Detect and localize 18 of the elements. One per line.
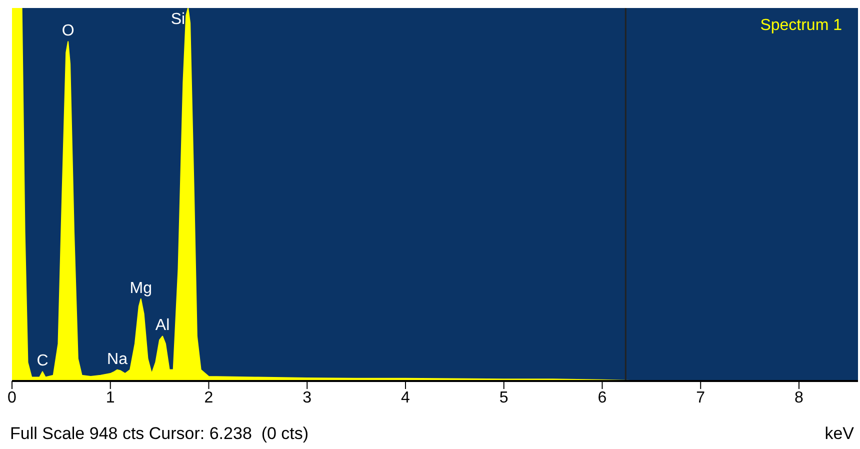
annotation: O — [62, 22, 74, 40]
x-tick-label: 4 — [401, 389, 410, 406]
x-tick-label: 7 — [696, 389, 706, 406]
x-tick-label: 2 — [204, 389, 214, 406]
text: Full Scale 948 cts Cursor: 6.238 (0 cts) — [10, 424, 309, 444]
annotation: Na — [107, 350, 128, 368]
x-tick-label: 0 — [8, 389, 17, 406]
annotation: Si — [170, 11, 186, 28]
x-axis-title: keV — [824, 424, 854, 444]
text: Spectrum 1 — [760, 17, 842, 34]
annotation: Mg — [130, 280, 152, 297]
x-tick-label: 1 — [106, 389, 115, 406]
x-tick-label: 6 — [598, 389, 607, 406]
x-tick-label: 8 — [794, 389, 804, 406]
annotation: C — [36, 352, 48, 370]
annotation: Al — [155, 317, 170, 334]
x-tick-label: 3 — [302, 389, 312, 406]
x-tick-label: 5 — [499, 389, 508, 406]
